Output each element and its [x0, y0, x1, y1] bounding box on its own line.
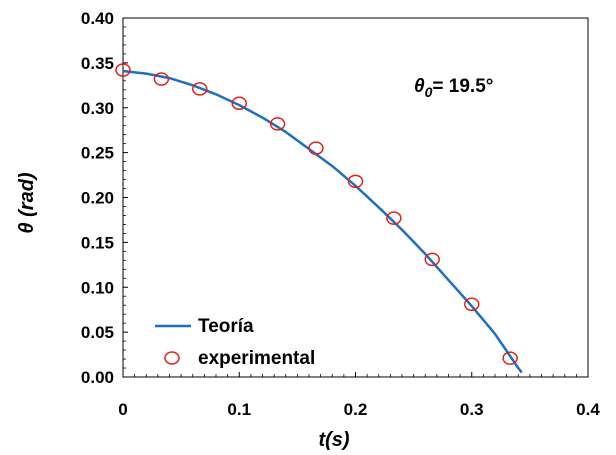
x-tick-label: 0.4 [576, 400, 600, 419]
data-point-experimental [191, 82, 208, 96]
data-point-experimental [424, 252, 440, 267]
y-tick-label: 0.35 [81, 54, 114, 73]
y-axis-title: θ (rad) [16, 172, 38, 233]
theta-zero-annotation: θ0= 19.5° [414, 76, 493, 100]
x-axis-title: t(s) [318, 429, 349, 451]
data-point-experimental [115, 63, 131, 77]
annotation-symbol: θ [414, 76, 425, 97]
y-tick-label: 0.05 [81, 323, 114, 342]
x-axis-ticks: 0 0.1 0.2 0.3 0.4 [118, 372, 600, 419]
legend-label-teoria: Teoría [198, 316, 254, 337]
x-tick-label: 0.3 [460, 400, 484, 419]
data-point-experimental [386, 211, 402, 225]
data-point-experimental [153, 72, 170, 86]
data-point-experimental [502, 351, 518, 365]
data-point-experimental [231, 96, 247, 111]
y-tick-label: 0.30 [81, 99, 114, 118]
legend: Teoría experimental [155, 316, 315, 369]
legend-marker-swatch [164, 351, 180, 365]
legend-label-experimental: experimental [198, 348, 315, 369]
annotation-value: = 19.5° [432, 76, 493, 97]
data-point-experimental [308, 141, 324, 155]
annotation-subscript: 0 [425, 84, 433, 100]
y-tick-label: 0.40 [81, 9, 114, 28]
data-point-experimental [464, 297, 480, 312]
x-tick-label: 0 [118, 400, 127, 419]
data-point-experimental [269, 117, 286, 131]
plot-area [122, 17, 589, 378]
x-tick-label: 0.1 [227, 400, 251, 419]
series-layer [115, 63, 523, 374]
y-tick-label: 0.15 [81, 233, 114, 252]
y-axis-ticks: 0.00 0.05 0.10 0.15 0.20 0.25 0.30 0.35 0.40 [81, 9, 128, 387]
y-tick-label: 0.00 [81, 368, 114, 387]
y-tick-label: 0.20 [81, 189, 114, 208]
y-tick-label: 0.25 [81, 144, 114, 163]
data-point-experimental [347, 174, 364, 189]
series-line-teoria [122, 69, 523, 374]
y-tick-label: 0.10 [81, 278, 114, 297]
x-tick-label: 0.2 [344, 400, 368, 419]
